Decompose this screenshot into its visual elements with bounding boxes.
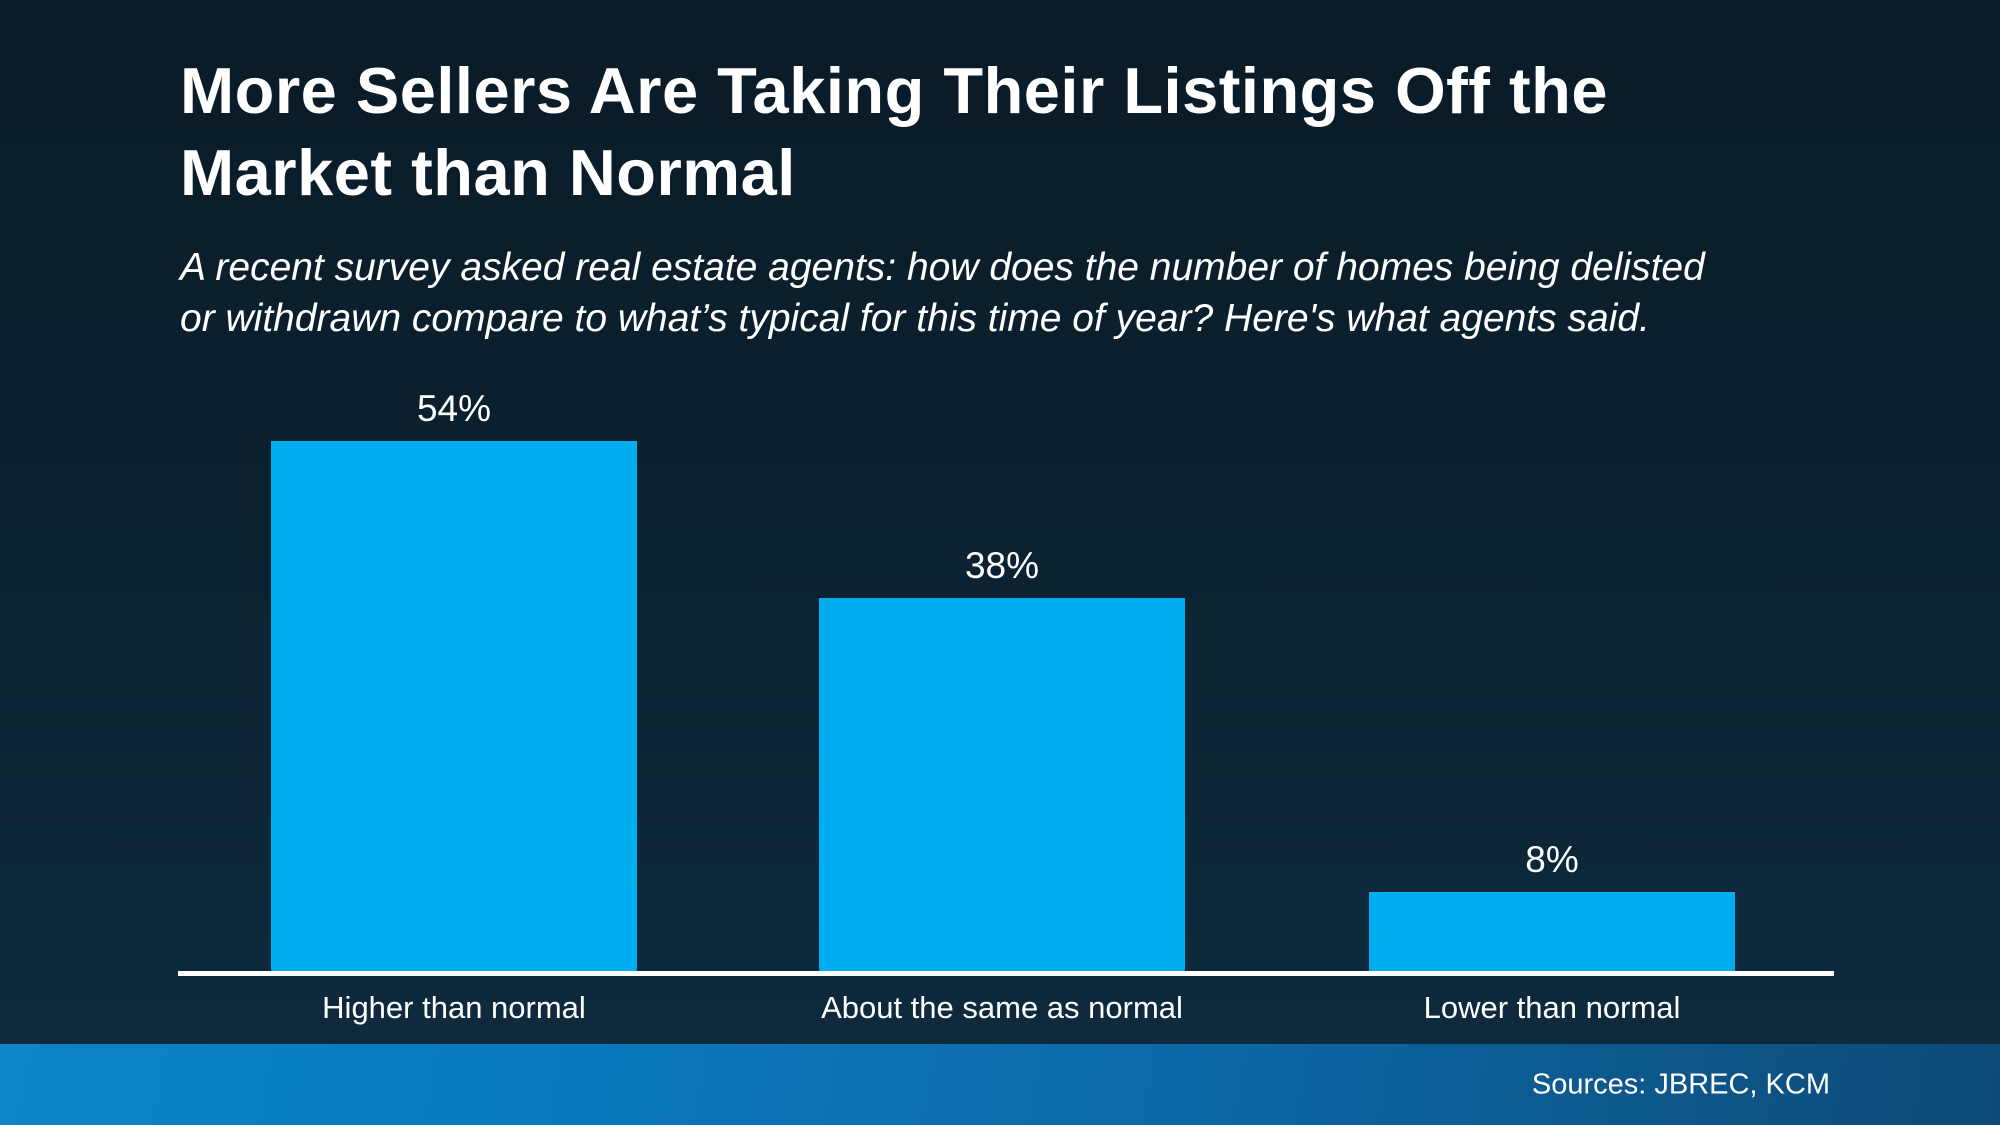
bar-value-label: 54%	[416, 388, 492, 429]
footer-bar: Sources: JBREC, KCM	[0, 1044, 2000, 1125]
x-axis-line	[178, 971, 1834, 976]
page-subtitle: A recent survey asked real estate agents…	[180, 242, 1705, 344]
sources-label: Sources: JBREC, KCM	[1531, 1068, 1830, 1100]
page-subtitle-line1: A recent survey asked real estate agents…	[180, 246, 1705, 289]
bar-group-about-same-as-normal: 38%	[819, 546, 1185, 971]
page-title-line1: More Sellers Are Taking Their Listings O…	[180, 54, 1608, 127]
bar-about-same-as-normal	[819, 598, 1185, 971]
category-label-about-same-as-normal: About the same as normal	[821, 990, 1183, 1025]
bar-group-lower-than-normal: 8%	[1369, 840, 1735, 971]
bar-higher-than-normal	[271, 441, 637, 971]
bar-value-label: 38%	[964, 545, 1040, 586]
bar-group-higher-than-normal: 54%	[271, 389, 637, 971]
page-title: More Sellers Are Taking Their Listings O…	[180, 50, 1608, 214]
bar-value-label: 8%	[1525, 839, 1579, 880]
bar-lower-than-normal	[1369, 892, 1735, 971]
page-subtitle-line2: or withdrawn compare to what’s typical f…	[180, 297, 1650, 340]
category-label-higher-than-normal: Higher than normal	[322, 990, 586, 1025]
page-title-line2: Market than Normal	[180, 136, 796, 209]
category-label-lower-than-normal: Lower than normal	[1423, 990, 1681, 1025]
